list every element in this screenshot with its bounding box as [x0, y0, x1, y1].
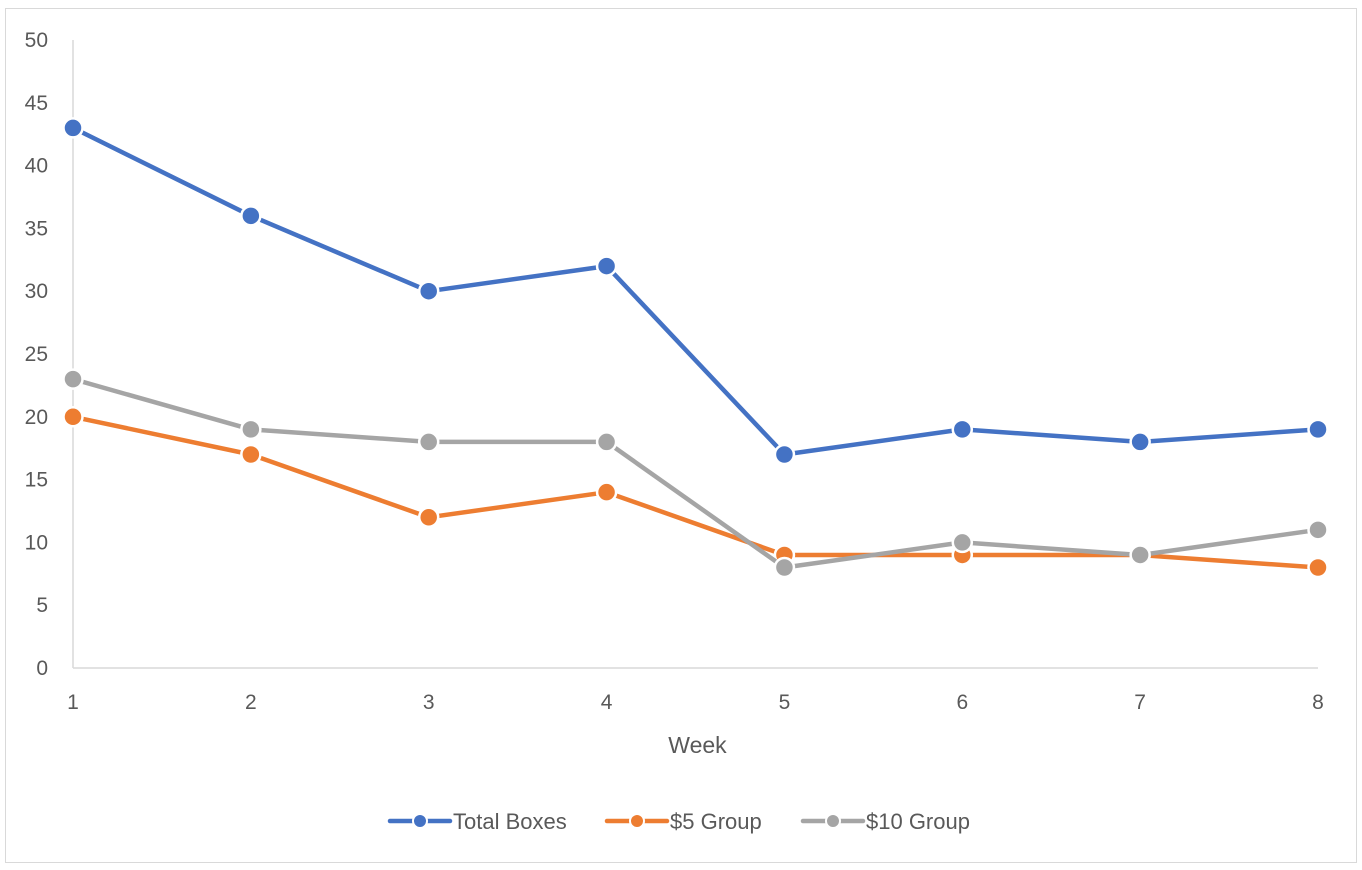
x-tick-label: 5 [779, 691, 791, 714]
x-tick-label: 3 [423, 691, 435, 714]
series-line [70, 376, 1321, 570]
x-tick-label: 2 [245, 691, 257, 714]
y-tick-label: 30 [25, 280, 48, 303]
series-layer [62, 117, 1329, 579]
legend-label: $5 Group [670, 809, 762, 834]
data-point [951, 531, 974, 554]
y-tick-label: 45 [25, 92, 48, 115]
data-point [417, 431, 440, 453]
data-point [62, 117, 84, 139]
x-tick-labels: 1 2 3 4 5 6 7 8 [67, 691, 1324, 714]
data-point [595, 255, 618, 277]
data-point [951, 418, 974, 441]
y-tick-label: 40 [25, 155, 48, 178]
series-3 [62, 368, 1329, 579]
series-1 [62, 117, 1329, 466]
data-point [773, 443, 796, 466]
legend-label: $10 Group [866, 809, 970, 834]
data-point [417, 506, 440, 529]
data-point [1307, 519, 1329, 541]
axes [72, 40, 1318, 669]
x-tick-label: 7 [1134, 691, 1146, 714]
legend-item: $10 Group [800, 809, 970, 834]
data-point [62, 406, 84, 428]
legend: Total Boxes $5 Group $10 Group [387, 809, 970, 834]
y-tick-label: 10 [25, 531, 48, 554]
data-point [417, 280, 440, 302]
y-tick-label: 35 [25, 217, 48, 240]
legend-swatch-marker [825, 813, 841, 829]
legend-item: $5 Group [604, 809, 762, 834]
data-point [595, 481, 618, 503]
legend-label: Total Boxes [453, 809, 567, 834]
data-point [240, 443, 262, 466]
y-tick-label: 15 [25, 469, 48, 492]
data-point [773, 556, 796, 579]
y-tick-label: 5 [36, 594, 48, 617]
x-tick-label: 8 [1312, 691, 1324, 714]
x-axis-title: Week [668, 732, 727, 758]
x-tick-label: 6 [956, 691, 968, 714]
data-point [62, 368, 84, 390]
data-point [240, 418, 262, 441]
data-point [595, 431, 618, 453]
x-tick-label: 4 [601, 691, 613, 714]
series-line [70, 125, 1321, 457]
legend-swatch-marker [412, 813, 428, 829]
y-tick-label: 50 [25, 29, 48, 52]
y-tick-label: 20 [25, 406, 48, 429]
legend-swatch-marker [629, 813, 645, 829]
y-tick-label: 25 [25, 343, 48, 366]
y-tick-label: 0 [36, 657, 48, 680]
data-point [1307, 556, 1329, 579]
x-tick-label: 1 [67, 691, 79, 714]
data-point [1129, 431, 1151, 453]
legend-item: Total Boxes [387, 809, 567, 834]
y-tick-labels: 0 5 10 15 20 25 30 35 40 45 50 [25, 29, 48, 680]
data-point [1129, 544, 1151, 566]
data-point [1307, 418, 1329, 441]
data-point [240, 205, 262, 227]
